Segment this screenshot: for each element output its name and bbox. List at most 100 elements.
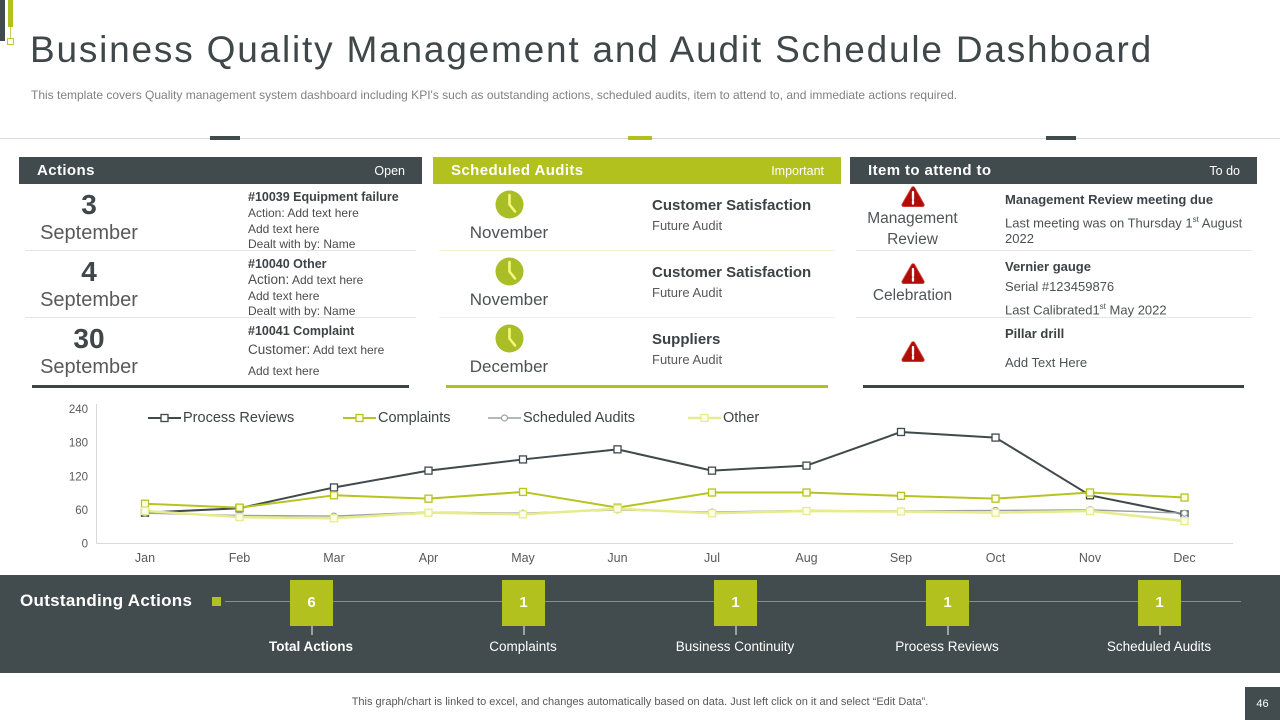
legend-label: Scheduled Audits [523, 410, 636, 426]
svg-text:Oct: Oct [986, 551, 1006, 565]
action-line: Action: Add text here [248, 272, 418, 289]
action-row: 30 September #10041 Complaint Customer: … [19, 318, 422, 385]
kpi-tick [947, 626, 949, 635]
svg-text:120: 120 [69, 471, 88, 483]
action-date-month: September [40, 221, 138, 244]
actions-panel-underline [32, 385, 409, 388]
kpi-tick [735, 626, 737, 635]
action-details: #10039 Equipment failure Action: Add tex… [248, 189, 418, 253]
svg-text:Apr: Apr [419, 551, 438, 565]
legend-item[interactable]: Other [688, 410, 759, 426]
action-line: Action: Add text here [248, 205, 418, 222]
warning-icon [900, 185, 925, 207]
row-separator [439, 250, 835, 251]
attend-line-text: Last Calibrated1 [1005, 302, 1100, 318]
action-title: #10041 Complaint [248, 324, 355, 338]
deco-green-bar [8, 0, 13, 27]
divider-marker-audits [628, 136, 652, 140]
attend-details: Vernier gauge Serial #123459876 Last Cal… [1005, 258, 1245, 318]
chart-legend: Process Reviews Complaints Scheduled Audit… [0, 410, 1280, 426]
item-to-attend-panel-title: Item to attend to [868, 162, 992, 179]
attend-details: Management Review meeting due Last meeti… [1005, 191, 1245, 247]
action-date-day: 3 [81, 188, 97, 220]
action-date-day: 30 [73, 322, 105, 354]
row-separator [25, 250, 416, 251]
audit-when: November [443, 251, 575, 318]
svg-text:Sep: Sep [890, 551, 912, 565]
row-separator [439, 317, 835, 318]
actions-panel-tag[interactable]: Open [374, 163, 405, 178]
audit-when: November [443, 184, 575, 251]
row-separator [25, 317, 416, 318]
legend-item[interactable]: Process Reviews [148, 410, 294, 426]
audit-details: Customer Satisfaction Future Audit [652, 263, 832, 303]
attend-kind: Management Review [850, 184, 975, 251]
kpi-scheduled-audits: 1 Scheduled Audits [1107, 580, 1211, 654]
deco-square [7, 38, 14, 45]
row-separator [856, 317, 1251, 318]
warning-icon [900, 263, 925, 284]
action-title: #10040 Other [248, 257, 327, 271]
action-details: #10041 Complaint Customer: Add text here… [248, 323, 418, 382]
audit-month: December [469, 357, 549, 376]
audit-title: Suppliers [652, 331, 721, 348]
attend-line: Add Text Here [1005, 355, 1088, 370]
kpi-tick [1159, 626, 1161, 635]
action-title: #10039 Equipment failure [248, 190, 399, 204]
outstanding-actions-band: Outstanding Actions 6 Total Actions 1 Co… [0, 575, 1280, 673]
svg-text:240: 240 [69, 404, 88, 416]
action-line: Add text here [248, 221, 320, 236]
svg-text:Jun: Jun [607, 551, 627, 565]
page-subtitle: This template covers Quality management … [31, 88, 958, 102]
attend-line-text: May 2022 [1105, 302, 1167, 318]
scheduled-audits-panel-header: Scheduled Audits Important [433, 157, 841, 184]
attend-line: Serial #123459876 [1005, 279, 1115, 294]
audit-details: Suppliers Future Audit [652, 330, 832, 370]
legend-marker-icon [148, 413, 181, 423]
action-date: 30 September [19, 318, 159, 385]
clock-icon [495, 190, 523, 219]
attend-row: Management Review Management Review meet… [850, 184, 1257, 251]
action-date: 3 September [19, 184, 159, 251]
attend-row: Celebration Vernier gauge Serial #123459… [850, 251, 1257, 318]
svg-text:Jul: Jul [704, 551, 720, 565]
clock-icon [495, 257, 523, 286]
kpi-value-box: 1 [1138, 580, 1181, 626]
kpi-business-continuity: 1 Business Continuity [676, 580, 794, 654]
divider-marker-actions [210, 136, 240, 140]
item-to-attend-panel: Item to attend to To do Management Revie… [850, 157, 1257, 388]
legend-label: Other [723, 410, 760, 426]
scheduled-audits-panel-tag[interactable]: Important [771, 163, 824, 178]
svg-text:Nov: Nov [1079, 551, 1102, 565]
action-row: 4 September #10040 Other Action: Add tex… [19, 251, 422, 318]
svg-text:Feb: Feb [229, 551, 251, 565]
divider-marker-attend [1046, 136, 1076, 140]
warning-icon [900, 340, 925, 362]
svg-text:180: 180 [69, 438, 88, 450]
audit-month: November [469, 290, 549, 309]
line-chart[interactable]: 0 60 120 180 240 Jan Feb Mar Apr May Jun Jul Aug Sep O… [0, 395, 1280, 575]
legend-item[interactable]: Complaints [343, 410, 451, 426]
legend-label: Complaints [378, 410, 451, 426]
item-to-attend-panel-tag[interactable]: To do [1209, 163, 1240, 178]
legend-marker-icon [488, 414, 521, 422]
svg-text:Mar: Mar [323, 551, 345, 565]
audit-subtitle: Future Audit [652, 352, 723, 367]
kpi-label: Total Actions [269, 639, 353, 654]
action-line-prefix: Action: [248, 272, 290, 287]
action-date: 4 September [19, 251, 159, 318]
kpi-tick [523, 626, 525, 635]
clock-icon [495, 324, 523, 353]
attend-caption: Celebration [872, 287, 953, 304]
legend-marker-icon [343, 413, 376, 423]
audit-row: November Customer Satisfaction Future Au… [433, 251, 841, 318]
deco-dark-bar [0, 0, 5, 41]
legend-marker-icon [688, 413, 721, 423]
actions-panel: Actions Open 3 September #10039 Equipmen… [19, 157, 422, 388]
legend-item[interactable]: Scheduled Audits [488, 410, 635, 426]
audit-when: December [443, 318, 575, 385]
attend-title: Vernier gauge [1005, 259, 1091, 274]
audit-row: November Customer Satisfaction Future Au… [433, 184, 841, 251]
attend-row: Pillar drill Add Text Here [850, 318, 1257, 385]
attend-line: Last meeting was on Thursday 1st August … [1005, 212, 1245, 247]
